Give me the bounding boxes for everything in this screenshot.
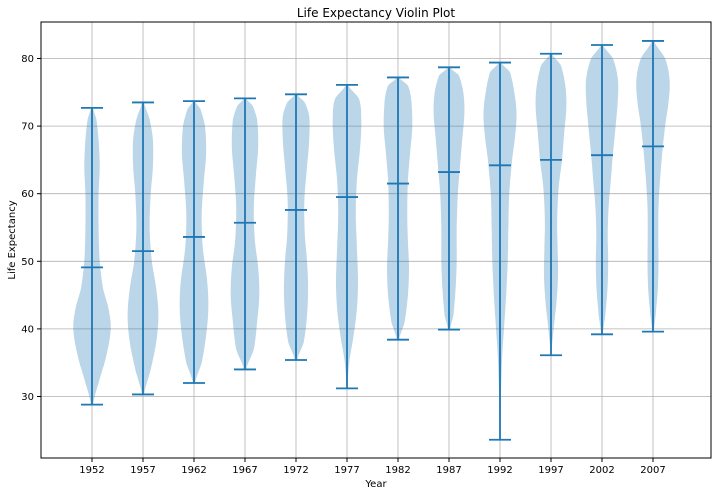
x-tick-label: 1972: [283, 465, 308, 476]
y-axis-label: Life Expectancy: [7, 200, 18, 279]
x-axis-label: Year: [364, 479, 387, 490]
y-tick-label: 60: [21, 189, 34, 200]
x-tick-label: 1967: [232, 465, 257, 476]
x-tick-label: 1982: [385, 465, 410, 476]
x-tick-label: 1987: [436, 465, 461, 476]
x-tick-label: 1962: [181, 465, 206, 476]
x-axis: 1952 1957 1962 1967 1972 1977 1982 1987 1992 1997…: [79, 458, 666, 476]
y-tick-label: 80: [21, 54, 34, 65]
x-tick-label: 2002: [589, 465, 614, 476]
y-axis: 30 40 50 60 70 80: [21, 54, 41, 403]
x-tick-label: 2007: [640, 465, 665, 476]
y-tick-label: 40: [21, 324, 34, 335]
violin-series: [73, 40, 670, 441]
chart-title: Life Expectancy Violin Plot: [297, 6, 456, 20]
y-tick-label: 70: [21, 122, 34, 133]
x-tick-label: 1992: [487, 465, 512, 476]
y-tick-label: 50: [21, 257, 34, 268]
x-tick-label: 1977: [334, 465, 359, 476]
plot-frame: [40, 21, 712, 459]
x-tick-label: 1957: [130, 465, 155, 476]
y-tick-label: 30: [21, 392, 34, 403]
x-tick-label: 1952: [79, 465, 104, 476]
x-tick-label: 1997: [538, 465, 563, 476]
